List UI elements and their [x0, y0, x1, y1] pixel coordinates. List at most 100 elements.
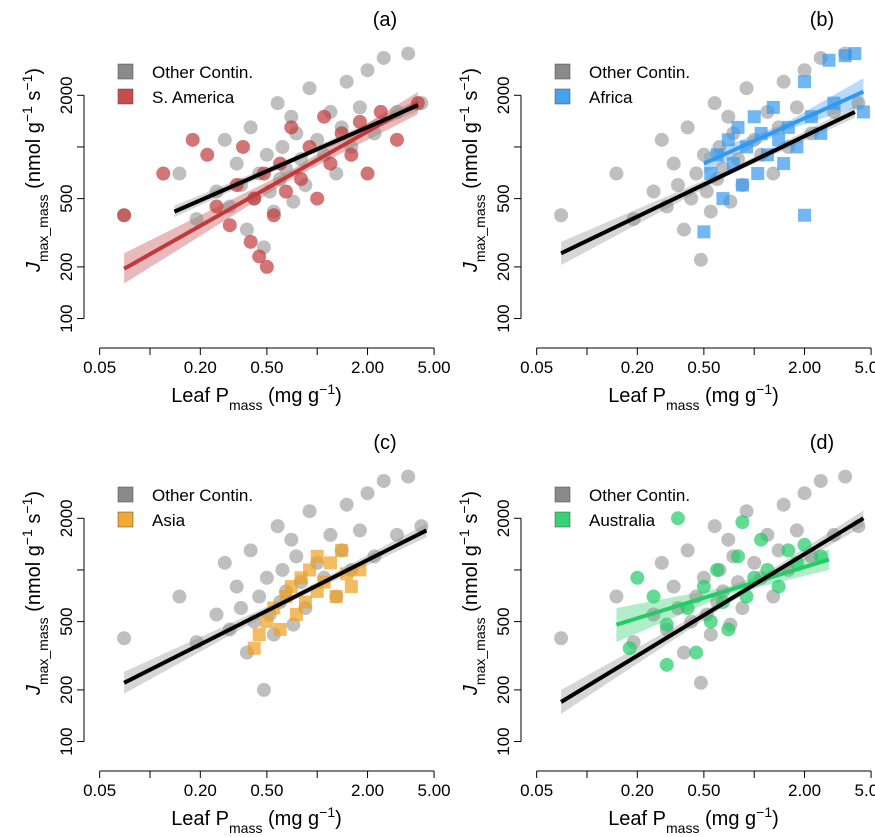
x-tick-label: 0.20	[184, 358, 217, 377]
point	[117, 208, 132, 223]
point	[693, 675, 708, 690]
point	[339, 74, 354, 89]
y-tick-label: 100	[57, 304, 76, 332]
point	[747, 555, 762, 570]
y-tick-label: 100	[494, 304, 513, 332]
point	[323, 556, 337, 570]
legend-label: Other Contin.	[152, 63, 253, 82]
y-axis-title-part: (nmol g	[460, 122, 482, 194]
point	[310, 549, 324, 563]
point	[317, 109, 332, 124]
point	[323, 156, 338, 171]
y-axis-title-part: )	[23, 491, 45, 498]
point	[699, 184, 714, 199]
legend-label: Australia	[589, 511, 656, 530]
point	[772, 133, 786, 147]
x-axis-title-part: mass	[666, 397, 699, 413]
fit-line	[560, 516, 865, 704]
legend-label: Africa	[589, 88, 633, 107]
x-axis-title-part: mass	[229, 820, 262, 836]
legend-label: Other Contin.	[152, 486, 253, 505]
point	[693, 252, 708, 267]
legend-swatch	[117, 486, 134, 503]
y-axis-title-part: max_mass	[472, 617, 488, 685]
point	[710, 562, 725, 577]
x-axis-title-part: −1	[319, 381, 335, 397]
y-axis-title-part: J	[23, 684, 45, 696]
point	[789, 100, 804, 115]
point	[666, 579, 681, 594]
point	[716, 192, 730, 206]
x-tick-label: 0.50	[687, 781, 720, 800]
point	[696, 147, 711, 162]
point	[797, 63, 812, 78]
fit-line	[173, 103, 419, 214]
panel-label: (a)	[373, 9, 397, 31]
point	[401, 46, 416, 61]
point	[797, 537, 812, 552]
point	[259, 570, 274, 585]
y-axis-title: Jmax_mass (nmol g−1 s−1)	[456, 491, 488, 696]
point	[275, 139, 290, 154]
y-axis-title: Jmax_mass (nmol g−1 s−1)	[19, 68, 51, 273]
y-axis-title-part: −1	[19, 106, 35, 122]
point	[360, 166, 375, 181]
point	[243, 234, 258, 249]
x-axis-title: Leaf Pmass (mg g−1)	[171, 381, 342, 413]
point	[798, 75, 812, 89]
point	[189, 212, 204, 227]
fit-line	[615, 557, 830, 627]
point	[302, 504, 317, 519]
point	[323, 527, 338, 542]
y-axis-title-part: −1	[456, 106, 472, 122]
point	[659, 657, 674, 672]
point	[703, 627, 718, 642]
point	[666, 156, 681, 171]
legend-swatch	[117, 88, 134, 105]
point	[239, 222, 254, 237]
y-axis-title-part: J	[460, 261, 482, 273]
x-axis-title-part: )	[335, 808, 342, 830]
point	[707, 519, 722, 534]
point	[776, 497, 791, 512]
x-axis-title: Leaf Pmass (mg g−1)	[171, 804, 342, 836]
x-axis-title-part: )	[772, 385, 779, 407]
panel-label: (c)	[373, 432, 396, 454]
point	[260, 615, 274, 629]
x-tick-label: 2.00	[788, 781, 821, 800]
point	[286, 194, 301, 209]
point	[822, 53, 836, 67]
point	[654, 132, 669, 147]
point	[670, 511, 685, 526]
point	[172, 589, 187, 604]
y-tick-label: 2000	[494, 76, 513, 114]
point	[233, 601, 248, 616]
point	[289, 549, 304, 564]
point	[172, 166, 187, 181]
point	[730, 549, 745, 564]
point	[680, 543, 695, 558]
point	[302, 81, 317, 96]
point	[156, 166, 171, 181]
point	[754, 532, 769, 547]
point	[704, 167, 718, 181]
x-tick-label: 0.50	[250, 358, 283, 377]
y-axis-title-part: −1	[456, 529, 472, 545]
y-axis-title-part: −1	[456, 497, 472, 513]
legend-label: Other Contin.	[589, 486, 690, 505]
point	[609, 589, 624, 604]
point	[622, 641, 637, 656]
point	[376, 50, 391, 65]
y-tick-label: 200	[494, 253, 513, 281]
point	[697, 225, 711, 239]
point	[339, 497, 354, 512]
point	[689, 645, 704, 660]
y-axis-title-part: J	[460, 684, 482, 696]
point	[344, 147, 359, 162]
y-axis-title: Jmax_mass (nmol g−1 s−1)	[19, 491, 51, 696]
x-axis-title-part: −1	[756, 381, 772, 397]
x-tick-label: 5.00	[855, 781, 875, 800]
point	[689, 166, 704, 181]
point	[278, 184, 293, 199]
x-tick-label: 0.20	[621, 781, 654, 800]
